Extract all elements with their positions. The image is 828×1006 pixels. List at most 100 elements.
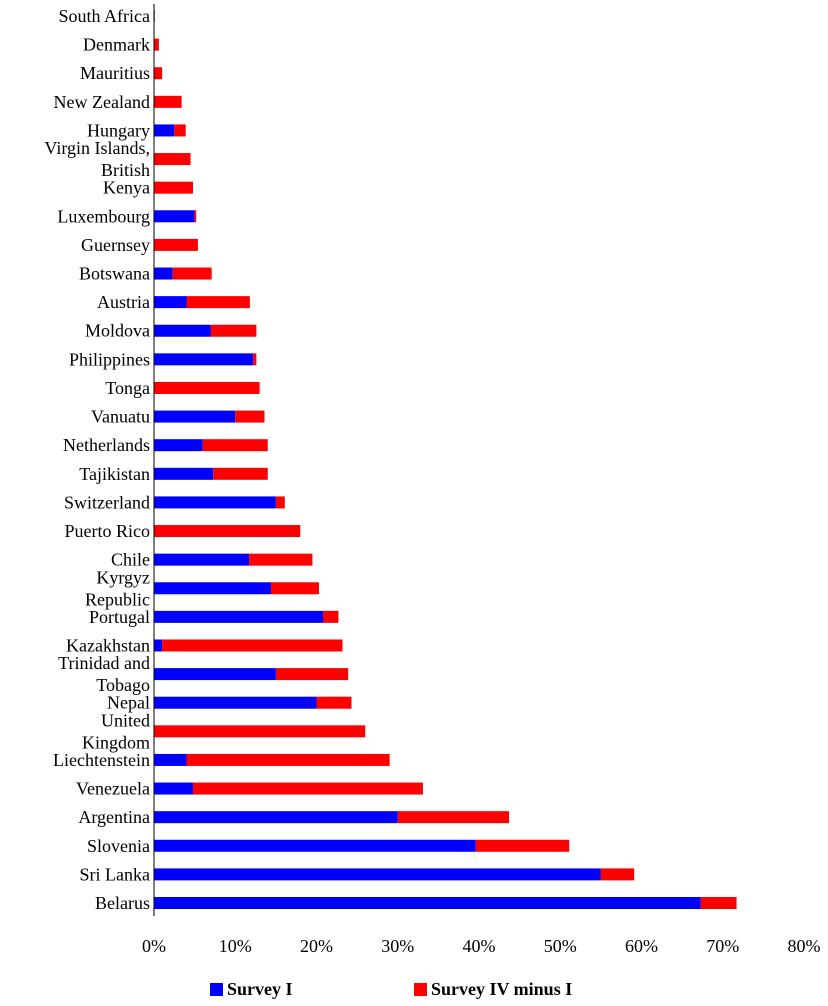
bar-survey-i-kazakhstan bbox=[154, 639, 163, 652]
bar-survey-iv-minus-i-virgin-islands-british bbox=[154, 153, 191, 166]
category-label-virgin-islands-british: Virgin Islands, British bbox=[44, 138, 150, 180]
x-tick-label-60: 60% bbox=[625, 936, 658, 956]
category-label-philippines: Philippines bbox=[69, 349, 150, 369]
category-label-tajikistan: Tajikistan bbox=[79, 464, 150, 484]
category-label-switzerland: Switzerland bbox=[64, 492, 150, 512]
bar-survey-iv-minus-i-hungary bbox=[174, 124, 186, 137]
x-tick-label-80: 80% bbox=[788, 936, 821, 956]
bar-survey-i-argentina bbox=[154, 811, 398, 824]
category-label-united-kingdom: United Kingdom bbox=[82, 710, 150, 752]
bar-survey-iv-minus-i-tajikistan bbox=[213, 467, 268, 480]
bar-survey-i-trinidad-and-tobago bbox=[154, 668, 276, 681]
bar-survey-i-botswana bbox=[154, 267, 173, 280]
category-label-mauritius: Mauritius bbox=[80, 63, 150, 83]
category-label-chile: Chile bbox=[111, 550, 150, 570]
bar-survey-iv-minus-i-kyrgyz-republic bbox=[271, 582, 319, 595]
category-label-luxembourg: Luxembourg bbox=[57, 206, 150, 226]
bar-survey-iv-minus-i-united-kingdom bbox=[154, 725, 366, 738]
bar-survey-iv-minus-i-mauritius bbox=[154, 67, 163, 80]
bar-survey-i-tajikistan bbox=[154, 467, 214, 480]
category-label-guernsey: Guernsey bbox=[81, 235, 150, 255]
category-label-botswana: Botswana bbox=[79, 264, 150, 284]
bar-survey-i-philippines bbox=[154, 353, 254, 366]
category-label-portugal: Portugal bbox=[89, 607, 150, 627]
bar-survey-iv-minus-i-portugal bbox=[323, 610, 339, 623]
bar-survey-i-chile bbox=[154, 553, 250, 566]
category-label-puerto-rico: Puerto Rico bbox=[65, 521, 151, 541]
bar-survey-iv-minus-i-trinidad-and-tobago bbox=[275, 668, 349, 681]
category-label-sri-lanka: Sri Lanka bbox=[80, 864, 150, 884]
bar-survey-i-belarus bbox=[154, 897, 701, 909]
bar-survey-iv-minus-i-liechtenstein bbox=[186, 753, 390, 766]
bar-survey-iv-minus-i-kazakhstan bbox=[162, 639, 343, 652]
category-label-tonga: Tonga bbox=[105, 378, 150, 398]
category-label-austria: Austria bbox=[97, 292, 150, 312]
bar-survey-iv-minus-i-chile bbox=[249, 553, 313, 566]
category-label-vanuatu: Vanuatu bbox=[91, 407, 150, 427]
bar-survey-iv-minus-i-puerto-rico bbox=[154, 525, 301, 538]
category-label-kenya: Kenya bbox=[103, 178, 150, 198]
bar-survey-i-slovenia bbox=[154, 839, 476, 852]
bar-survey-iv-minus-i-tonga bbox=[154, 381, 260, 394]
bar-survey-i-vanuatu bbox=[154, 410, 236, 423]
category-label-belarus: Belarus bbox=[95, 893, 150, 913]
bar-survey-iv-minus-i-moldova bbox=[210, 324, 257, 337]
category-label-netherlands: Netherlands bbox=[63, 435, 150, 455]
bar-survey-i-luxembourg bbox=[154, 210, 195, 223]
bar-survey-i-nepal bbox=[154, 696, 317, 709]
bar-survey-iv-minus-i-vanuatu bbox=[235, 410, 265, 423]
bar-survey-iv-minus-i-sri-lanka bbox=[600, 868, 635, 881]
category-label-hungary: Hungary bbox=[87, 120, 150, 140]
category-label-moldova: Moldova bbox=[85, 321, 150, 341]
bar-survey-iv-minus-i-guernsey bbox=[154, 238, 198, 251]
bars-group bbox=[154, 10, 737, 909]
bar-survey-iv-minus-i-botswana bbox=[172, 267, 212, 280]
legend-swatch-survey-iv-minus-i bbox=[414, 983, 427, 996]
bar-survey-i-hungary bbox=[154, 124, 175, 137]
bar-survey-i-venezuela bbox=[154, 782, 193, 795]
x-tick-label-40: 40% bbox=[463, 936, 496, 956]
bar-survey-iv-minus-i-venezuela bbox=[193, 782, 423, 795]
x-tick-label-20: 20% bbox=[300, 936, 333, 956]
legend-swatch-survey-i bbox=[210, 983, 223, 996]
category-label-slovenia: Slovenia bbox=[87, 836, 150, 856]
x-tick-label-70: 70% bbox=[706, 936, 739, 956]
category-label-nepal: Nepal bbox=[107, 693, 150, 713]
bar-survey-iv-minus-i-kenya bbox=[154, 181, 193, 194]
legend-label-survey-i: Survey I bbox=[227, 979, 293, 999]
bar-survey-iv-minus-i-argentina bbox=[397, 811, 510, 824]
bar-survey-iv-minus-i-slovenia bbox=[475, 839, 570, 852]
bar-survey-i-moldova bbox=[154, 324, 211, 337]
bar-survey-i-netherlands bbox=[154, 439, 203, 452]
category-label-kyrgyz-republic: Kyrgyz Republic bbox=[85, 567, 150, 609]
bar-survey-iv-minus-i-belarus bbox=[700, 897, 737, 909]
bar-survey-iv-minus-i-netherlands bbox=[202, 439, 268, 452]
x-tick-label-50: 50% bbox=[544, 936, 577, 956]
category-label-kazakhstan: Kazakhstan bbox=[66, 635, 150, 655]
bar-survey-iv-minus-i-austria bbox=[186, 296, 250, 309]
bar-survey-i-liechtenstein bbox=[154, 753, 187, 766]
bar-survey-iv-minus-i-denmark bbox=[154, 38, 159, 51]
category-label-venezuela: Venezuela bbox=[76, 779, 150, 799]
x-tick-label-10: 10% bbox=[219, 936, 252, 956]
category-label-new-zealand: New Zealand bbox=[54, 92, 150, 112]
bar-survey-i-kyrgyz-republic bbox=[154, 582, 271, 595]
category-label-trinidad-and-tobago: Trinidad and Tobago bbox=[58, 653, 150, 695]
category-label-argentina: Argentina bbox=[78, 807, 150, 827]
bar-survey-iv-minus-i-switzerland bbox=[275, 496, 285, 509]
x-tick-label-0: 0% bbox=[142, 936, 166, 956]
category-label-liechtenstein: Liechtenstein bbox=[53, 750, 150, 770]
bar-survey-iv-minus-i-nepal bbox=[316, 696, 352, 709]
bar-survey-i-sri-lanka bbox=[154, 868, 601, 881]
bar-survey-i-austria bbox=[154, 296, 187, 309]
x-tick-label-30: 30% bbox=[381, 936, 414, 956]
bar-survey-i-switzerland bbox=[154, 496, 276, 509]
legend: Survey I Survey IV minus I bbox=[210, 979, 572, 999]
bar-survey-iv-minus-i-philippines bbox=[253, 353, 257, 366]
category-labels: South Africa Denmark Mauritius New Zealand H… bbox=[44, 6, 150, 913]
x-axis-ticks: 0% 10% 20% 30% 40% 50% 60% 70% 80% bbox=[142, 936, 821, 956]
bar-survey-i-portugal bbox=[154, 610, 323, 623]
bar-survey-iv-minus-i-luxembourg bbox=[194, 210, 197, 223]
category-label-denmark: Denmark bbox=[83, 35, 150, 55]
